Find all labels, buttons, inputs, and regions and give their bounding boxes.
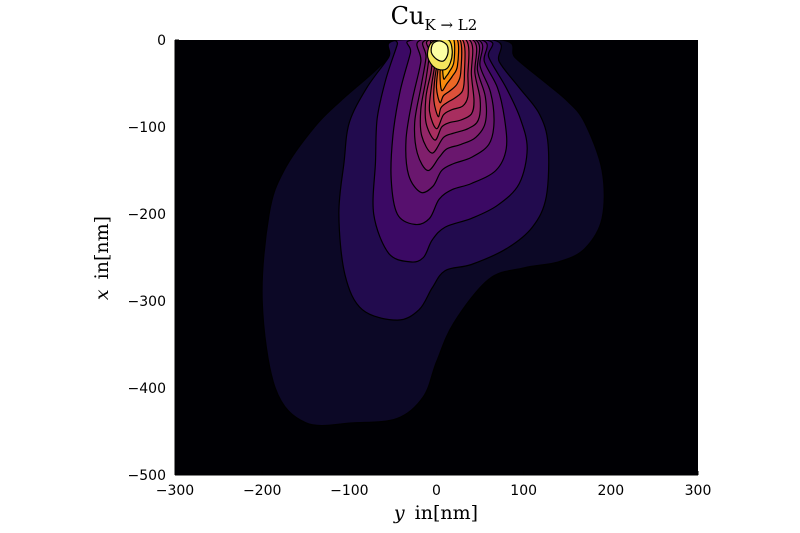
x-axis-label-var: y [393,502,405,524]
x-tick-label: 300 [685,483,712,499]
x-tick-label: 100 [510,483,537,499]
x-tick-label: 200 [597,483,624,499]
x-tick-label: 0 [432,483,441,499]
y-tick-label: −400 [128,381,166,397]
x-tick-label: −300 [156,483,194,499]
y-tick-label: −100 [128,120,166,136]
x-tick-label: −100 [330,483,368,499]
y-tick-label: 0 [157,33,166,49]
y-tick-label: −300 [128,294,166,310]
x-axis-ticks: −300 −200 −100 0 100 200 300 [156,471,712,499]
chart-title-subscript: K → L2 [425,16,478,34]
y-axis-label-unit: in[nm] [91,216,113,279]
chart-title-base: Cu [391,2,425,30]
y-tick-label: −200 [128,207,166,223]
contour-level-15 [430,40,449,62]
chart-title: CuK → L2 [391,2,478,34]
x-axis-label-unit: in[nm] [415,502,478,524]
x-axis-label: y in[nm] [393,502,478,524]
y-axis-label: x in[nm] [91,216,113,300]
y-tick-label: −500 [128,468,166,484]
y-axis-label-var: x [91,289,113,300]
contour-levels [261,40,605,427]
y-axis-ticks: 0 −100 −200 −300 −400 −500 [128,33,179,484]
x-tick-label: −200 [243,483,281,499]
